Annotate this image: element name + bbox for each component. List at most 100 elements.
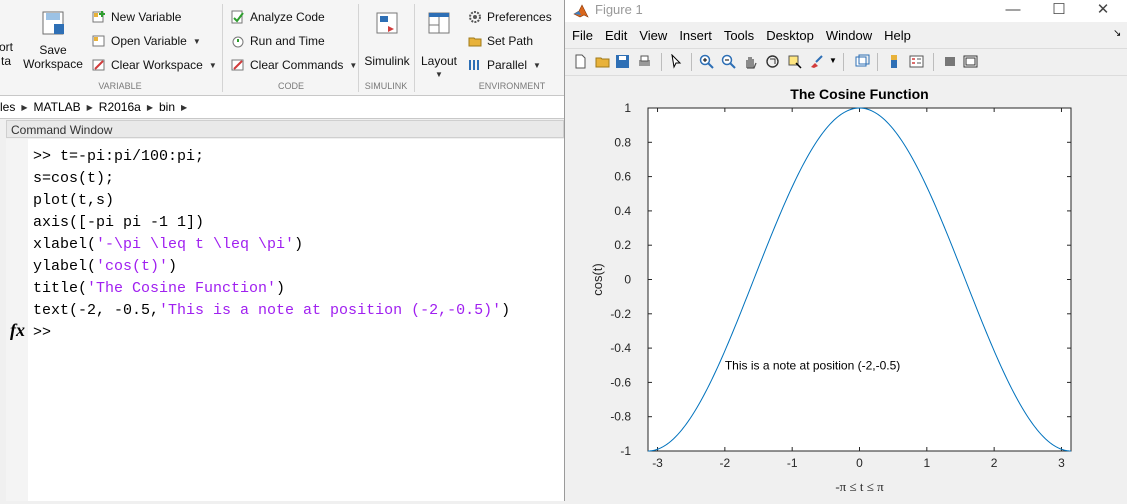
clear-workspace-button[interactable]: Clear Workspace ▼ [92,56,217,74]
chart-title: The Cosine Function [790,86,928,102]
command-window-title: Command Window [6,120,564,138]
data-cursor-icon[interactable] [787,54,802,69]
code-string: 'The Cosine Function' [87,280,277,297]
zoom-in-icon[interactable] [699,54,714,69]
save-workspace-button[interactable]: Save Workspace [22,10,84,71]
cosine-plot[interactable]: -3 -2 -1 0 1 2 3 -1 -0.8 -0.6 -0.4 -0.2 0 0.2 0.4 0.6 0.… [565,76,1127,501]
command-line[interactable]: plot(t,s) [33,192,114,209]
new-figure-icon[interactable] [573,54,588,69]
figure-canvas[interactable]: -3 -2 -1 0 1 2 3 -1 -0.8 -0.6 -0.4 -0.2 0 0.2 0.4 0.6 0.… [565,76,1127,501]
section-divider [414,4,415,92]
pointer-icon[interactable] [669,54,684,69]
show-plot-tools-icon[interactable] [963,54,978,69]
breadcrumb-item[interactable]: R2016a [98,100,141,114]
section-divider [222,4,223,92]
menu-file[interactable]: File [572,27,593,43]
layout-button[interactable]: Layout ▼ [418,10,460,82]
command-prompt[interactable]: >> [33,324,52,341]
simulink-button[interactable]: Simulink [362,10,412,68]
command-line[interactable]: text(-2, -0.5,'This is a note at positio… [33,302,510,319]
code-string: 'This is a note at position (-2,-0.5)' [159,302,502,319]
code-text: ) [294,236,304,253]
brush-icon[interactable] [809,54,824,69]
layout-dropdown-icon[interactable]: ▼ [435,70,443,79]
insert-legend-icon[interactable] [909,54,924,69]
code-text: >> t=-pi:pi/100:pi; [33,148,205,165]
parallel-dropdown-icon[interactable]: ▼ [533,60,541,70]
open-variable-dropdown-icon[interactable]: ▼ [192,36,201,46]
preferences-button[interactable]: Preferences [468,8,552,26]
y-tick-label: 1 [624,101,631,115]
clear-workspace-label: Clear Workspace [111,58,203,72]
figure-titlebar[interactable]: Figure 1 — ☐ ✕ [565,0,1127,22]
menu-window[interactable]: Window [825,27,873,43]
x-tick-label: -1 [787,456,798,470]
clear-workspace-dropdown-icon[interactable]: ▼ [208,60,217,70]
current-folder-breadcrumb[interactable]: les ▶ MATLAB ▶ R2016a ▶ bin ▶ [0,96,564,119]
clear-commands-dropdown-icon[interactable]: ▼ [349,60,358,70]
dock-arrow-icon[interactable]: ↘ [1113,28,1122,39]
toolbar-divider [933,53,934,71]
code-text: title( [33,280,88,297]
command-line[interactable]: s=cos(t); [33,170,114,187]
command-line[interactable]: axis([-pi pi -1 1]) [33,214,204,231]
chevron-right-icon: ▶ [181,102,188,112]
y-tick-label: 0.4 [614,204,631,218]
rotate-3d-icon[interactable] [765,54,780,69]
section-label-code: CODE [277,81,304,91]
new-variable-button[interactable]: New Variable [92,8,181,26]
analyze-code-button[interactable]: Analyze Code [231,8,325,26]
chevron-right-icon: ▶ [146,102,153,112]
run-and-time-button[interactable]: Run and Time [231,32,325,50]
menu-insert[interactable]: Insert [679,27,712,43]
clear-workspace-icon [92,59,105,71]
pan-hand-icon[interactable] [743,54,758,69]
command-window[interactable] [6,139,565,501]
y-tick-label: -0.4 [610,341,631,355]
chevron-right-icon: ▶ [86,102,93,112]
command-line[interactable]: >> t=-pi:pi/100:pi; [33,148,204,165]
brush-dropdown-icon[interactable]: ▼ [829,56,837,65]
zoom-out-icon[interactable] [721,54,736,69]
command-line[interactable]: ylabel('cos(t)') [33,258,177,275]
set-path-label: Set Path [487,34,534,48]
open-variable-label: Open Variable [111,34,187,48]
minimize-button[interactable]: — [1005,1,1021,18]
section-label-simulink: SIMULINK [364,81,408,91]
hide-plot-tools-icon[interactable] [943,54,958,69]
menu-help[interactable]: Help [884,27,911,43]
save-figure-icon[interactable] [615,54,630,69]
stopwatch-icon [232,36,244,48]
breadcrumb-item[interactable]: MATLAB [33,100,81,114]
menu-tools[interactable]: Tools [723,27,755,43]
menu-view[interactable]: View [639,27,668,43]
maximize-button[interactable]: ☐ [1052,1,1066,18]
save-workspace-label-2: Workspace [23,57,83,71]
link-plot-icon[interactable] [855,54,870,69]
x-axis-label: -π ≤ t ≤ π [835,479,884,494]
chevron-right-icon: ▶ [21,102,28,112]
command-line[interactable]: title('The Cosine Function') [33,280,285,297]
breadcrumb-item[interactable]: bin [158,100,175,114]
open-file-icon[interactable] [595,54,610,69]
function-browser-icon[interactable]: fx [10,320,25,340]
command-line[interactable]: xlabel('-\pi \leq t \leq \pi') [33,236,303,253]
open-variable-icon [92,35,105,47]
code-text: ) [501,302,511,319]
close-button[interactable]: ✕ [1096,1,1110,18]
clear-commands-button[interactable]: Clear Commands ▼ [231,56,357,74]
figure-window: Figure 1 — ☐ ✕ File Edit View Insert Too… [564,0,1127,501]
print-figure-icon[interactable] [637,54,652,69]
section-divider [358,4,359,92]
figure-toolbar: ▼ [565,48,1127,76]
menu-desktop[interactable]: Desktop [766,27,814,43]
menu-edit[interactable]: Edit [604,27,628,43]
breadcrumb-item[interactable]: les [0,100,16,114]
insert-colorbar-icon[interactable] [887,54,902,69]
set-path-button[interactable]: Set Path [468,32,533,50]
y-tick-label: -0.2 [610,307,631,321]
parallel-icon [469,60,479,70]
open-variable-button[interactable]: Open Variable ▼ [92,32,201,50]
parallel-button[interactable]: Parallel ▼ [468,56,541,74]
import-data-button[interactable]: ort ta [0,40,16,68]
